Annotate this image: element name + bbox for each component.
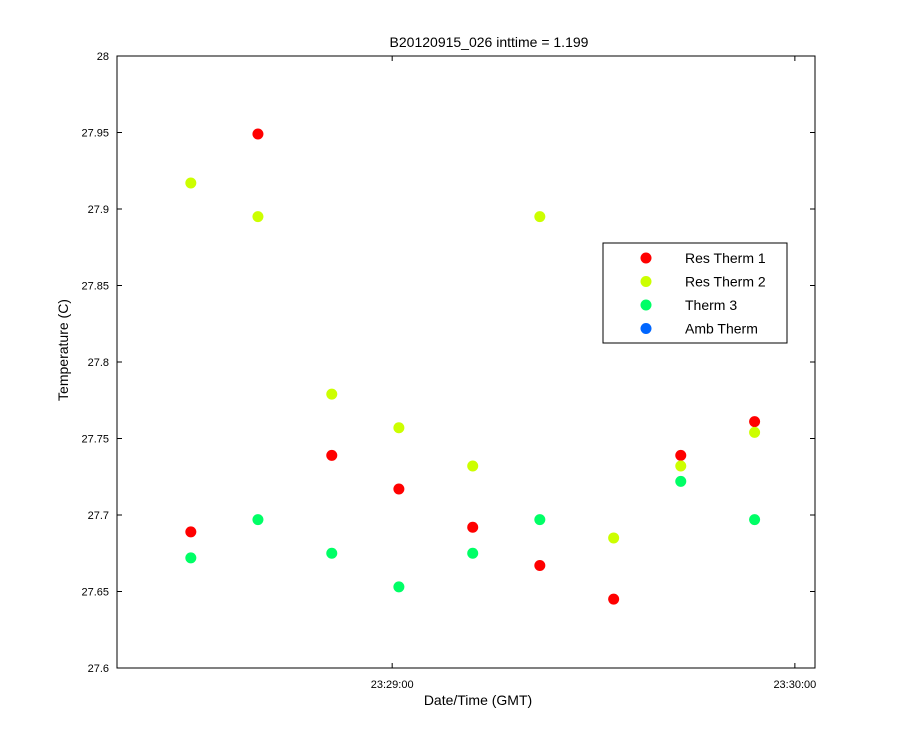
point-res-therm-2: [467, 460, 479, 472]
legend-marker-amb-therm: [640, 323, 652, 334]
point-therm-3: [534, 514, 546, 526]
point-res-therm-1: [675, 449, 687, 461]
point-res-therm-1: [749, 416, 761, 428]
legend-label-res-therm-2: Res Therm 2: [685, 274, 766, 290]
point-therm-3: [326, 547, 338, 559]
legend-label-therm-3: Therm 3: [685, 297, 737, 313]
legend-label-res-therm-1: Res Therm 1: [685, 250, 766, 266]
data-points: [185, 128, 761, 605]
y-tick-label: 27.85: [81, 281, 109, 293]
point-res-therm-2: [185, 177, 197, 189]
x-tick-label: 23:30:00: [773, 679, 816, 691]
chart-title: B20120915_026 inttime = 1.199: [390, 34, 589, 50]
point-res-therm-2: [252, 211, 264, 223]
point-res-therm-2: [675, 460, 687, 472]
point-res-therm-2: [608, 532, 620, 544]
point-res-therm-1: [252, 128, 264, 140]
point-res-therm-2: [326, 388, 338, 400]
y-axis: 27.6 27.65 27.7 27.75 27.8 27.85 27.9 27.95 28: [81, 51, 815, 675]
y-tick-label: 27.7: [88, 510, 109, 522]
point-therm-3: [185, 552, 197, 564]
point-therm-3: [467, 547, 479, 559]
point-res-therm-1: [608, 593, 620, 605]
point-res-therm-2: [749, 426, 761, 438]
plot-area: [116, 55, 816, 669]
point-res-therm-1: [467, 521, 479, 533]
point-therm-3: [675, 475, 687, 487]
y-tick-label: 27.65: [81, 587, 109, 599]
point-res-therm-1: [185, 526, 197, 538]
point-res-therm-2: [393, 422, 405, 434]
legend-box: [602, 242, 788, 344]
x-axis: 23:29:00 23:30:00: [371, 56, 816, 691]
point-therm-3: [749, 514, 761, 526]
y-tick-label: 27.95: [81, 128, 109, 140]
point-res-therm-1: [326, 449, 338, 461]
x-axis-label: Date/Time (GMT): [424, 692, 532, 708]
legend-marker-therm-3: [640, 299, 652, 311]
y-tick-label: 27.6: [88, 663, 109, 675]
point-res-therm-2: [534, 211, 546, 223]
y-tick-label: 27.9: [88, 204, 109, 216]
y-axis-label: Temperature (C): [55, 299, 71, 401]
point-therm-3: [393, 581, 405, 593]
legend: Res Therm 1 Res Therm 2 Therm 3 Amb Therm: [602, 242, 788, 344]
point-res-therm-1: [393, 483, 405, 495]
y-tick-label: 27.8: [88, 357, 109, 369]
y-tick-label: 27.75: [81, 434, 109, 446]
point-res-therm-1: [534, 559, 546, 571]
legend-label-amb-therm: Amb Therm: [685, 321, 758, 337]
point-therm-3: [252, 514, 264, 526]
y-tick-label: 28: [97, 51, 109, 63]
legend-marker-res-therm-2: [640, 276, 652, 287]
legend-marker-res-therm-1: [640, 252, 652, 264]
x-tick-label: 23:29:00: [371, 679, 414, 691]
